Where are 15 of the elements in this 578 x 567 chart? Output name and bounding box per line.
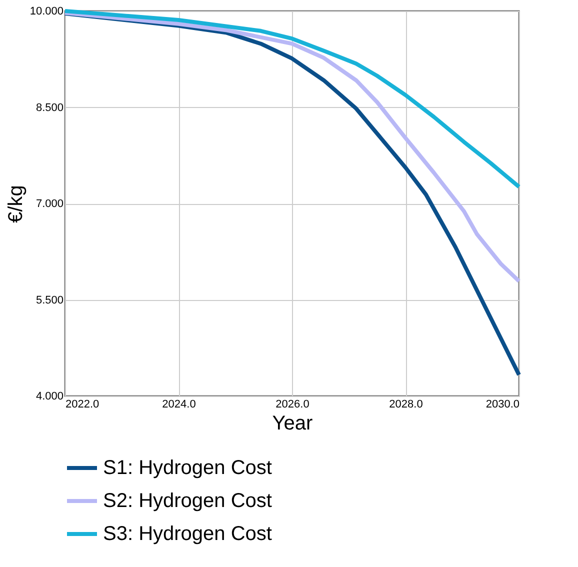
legend-label: S1: Hydrogen Cost [103, 457, 272, 479]
x-tick-label: 2026.0 [276, 398, 310, 410]
y-tick-label: 7.000 [36, 198, 64, 210]
x-tick-label: 2024.0 [162, 398, 196, 410]
y-tick-label: 4.000 [36, 390, 64, 402]
x-tick-label: 2022.0 [66, 398, 100, 410]
y-tick-label: 10.000 [30, 6, 64, 18]
x-axis-title: Year [272, 412, 314, 434]
legend-label: S2: Hydrogen Cost [103, 490, 272, 512]
x-tick-label: 2028.0 [389, 398, 423, 410]
x-tick-label: 2030.0 [486, 398, 520, 410]
y-tick-label: 5.500 [36, 294, 64, 306]
y-axis-title: €/kg [4, 185, 27, 223]
y-tick-label: 8.500 [36, 102, 64, 114]
legend-label: S3: Hydrogen Cost [103, 523, 272, 545]
